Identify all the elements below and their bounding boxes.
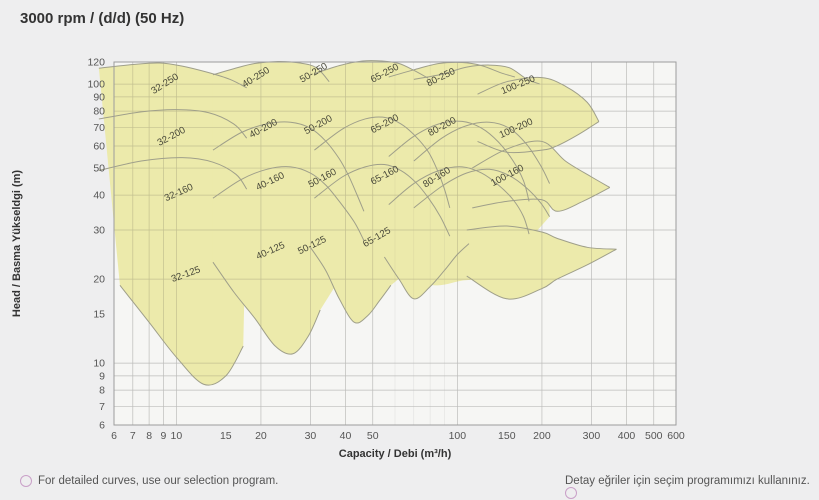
svg-text:500: 500 [645,430,663,442]
svg-text:Head / Basma Yükseldgi (m): Head / Basma Yükseldgi (m) [11,170,23,317]
svg-text:Capacity / Debi (m³/h): Capacity / Debi (m³/h) [339,448,452,460]
svg-text:10: 10 [170,430,182,442]
svg-text:20: 20 [255,430,267,442]
svg-text:15: 15 [220,430,232,442]
svg-text:80: 80 [93,106,105,118]
svg-text:600: 600 [667,430,685,442]
svg-text:50: 50 [93,163,105,175]
svg-text:90: 90 [93,91,105,103]
svg-text:120: 120 [87,57,105,69]
svg-text:15: 15 [93,308,105,320]
svg-text:200: 200 [533,430,551,442]
svg-text:300: 300 [583,430,601,442]
svg-text:30: 30 [93,224,105,236]
svg-text:150: 150 [498,430,516,442]
svg-text:50: 50 [367,430,379,442]
svg-text:8: 8 [146,430,152,442]
svg-text:100: 100 [449,430,467,442]
svg-text:6: 6 [111,430,117,442]
svg-text:20: 20 [93,274,105,286]
svg-text:8: 8 [99,385,105,397]
svg-text:10: 10 [93,358,105,370]
svg-text:100: 100 [87,79,105,91]
svg-text:9: 9 [161,430,167,442]
svg-text:30: 30 [305,430,317,442]
svg-text:7: 7 [130,430,136,442]
svg-text:7: 7 [99,401,105,413]
svg-text:40: 40 [340,430,352,442]
svg-text:70: 70 [93,122,105,134]
svg-text:9: 9 [99,370,105,382]
svg-text:40: 40 [93,190,105,202]
svg-text:6: 6 [99,420,105,432]
svg-text:60: 60 [93,140,105,152]
svg-text:400: 400 [618,430,636,442]
